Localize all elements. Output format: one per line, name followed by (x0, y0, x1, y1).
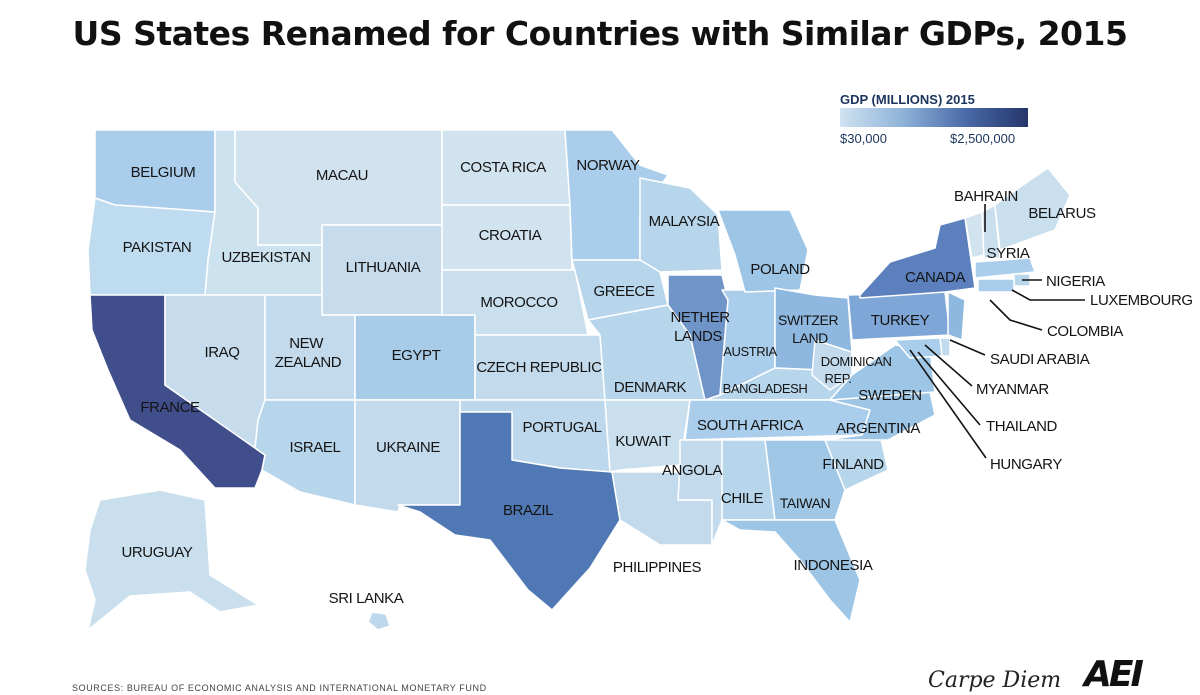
label-oh: SWITZER LAND (778, 312, 842, 346)
label-hi: SRI LANKA (329, 590, 404, 607)
leader-line-ma (909, 349, 987, 459)
label-mt: MACAU (316, 167, 368, 184)
label-nh: SYRIA (986, 245, 1029, 262)
label-mn: NORWAY (576, 157, 640, 174)
label-or: PAKISTAN (123, 239, 192, 256)
label-wi: MALAYSIA (649, 213, 720, 230)
label-ri: NIGERIA (1046, 273, 1105, 290)
leader-line-md (924, 344, 973, 387)
state-ma (974, 257, 1036, 279)
map-title: US States Renamed for Countries with Sim… (72, 14, 1128, 53)
label-oh-line1: SWITZER (778, 312, 838, 328)
legend-max-label: $2,500,000 (950, 131, 1016, 146)
label-md: MYANMAR (976, 381, 1049, 398)
label-mo: DENMARK (614, 379, 687, 396)
state-hi (367, 611, 391, 631)
state-wv (811, 339, 853, 391)
leader-line-ct (1011, 289, 1085, 301)
label-il-line2: LANDS (674, 328, 722, 345)
state-nh (981, 204, 1001, 259)
state-nj (947, 291, 966, 341)
state-ia (571, 259, 669, 321)
label-la: ANGOLA (662, 462, 723, 479)
label-ut-line2: ZEALAND (275, 354, 342, 371)
state-nm (354, 399, 461, 513)
label-nv: IRAQ (204, 344, 239, 361)
state-tx (397, 411, 621, 611)
label-vt: BAHRAIN (954, 188, 1018, 205)
state-ny (859, 217, 976, 299)
label-tn: SOUTH AFRICA (697, 417, 803, 434)
label-il: NETHER LANDS (670, 309, 733, 345)
state-me (994, 167, 1071, 251)
label-nc: ARGENTINA (836, 420, 920, 437)
label-ut-line1: NEW (289, 335, 324, 352)
source-note: SOURCES: BUREAU OF ECONOMIC ANALYSIS AND… (72, 683, 487, 693)
label-sd: CROATIA (479, 227, 542, 244)
label-dc: THAILAND (986, 418, 1058, 435)
label-ks: CZECH REPUBLIC (476, 359, 602, 376)
label-nj: COLOMBIA (1047, 323, 1123, 340)
label-co: EGYPT (392, 347, 441, 364)
label-ky: BANGLADESH (723, 381, 808, 396)
leader-line-nj (989, 299, 1043, 331)
label-az: ISRAEL (290, 439, 341, 456)
label-ok: PORTUGAL (522, 419, 601, 436)
label-pa: TURKEY (871, 312, 930, 329)
label-ia: GREECE (594, 283, 655, 300)
legend-color-bar (840, 108, 1028, 127)
label-nm: UKRAINE (376, 439, 440, 456)
label-al: CHILE (721, 490, 764, 507)
legend-min-label: $30,000 (840, 131, 887, 146)
state-wi (639, 177, 723, 273)
label-id: UZBEKISTAN (221, 249, 310, 266)
state-ar (604, 399, 691, 473)
label-ga: TAIWAN (780, 495, 830, 511)
label-va: SWEDEN (858, 387, 921, 404)
label-ms: PHILIPPINES (613, 559, 702, 576)
state-va (829, 344, 936, 401)
state-fl (721, 519, 861, 623)
label-de: SAUDI ARABIA (990, 351, 1090, 368)
state-ga (764, 439, 846, 521)
label-ar: KUWAIT (615, 433, 671, 450)
state-md (894, 337, 943, 359)
label-nd: COSTA RICA (460, 159, 546, 176)
label-in: AUSTRIA (723, 344, 777, 359)
carpe-diem-logo: Carpe Diem (928, 668, 1062, 693)
label-sc: FINLAND (822, 456, 884, 473)
leader-line-de (949, 339, 986, 356)
label-ak: URUGUAY (121, 544, 192, 561)
label-ut: NEW ZEALAND (275, 335, 342, 371)
label-ne: MOROCCO (480, 294, 557, 311)
label-fl: INDONESIA (794, 557, 873, 574)
label-ny: CANADA (905, 269, 966, 286)
state-mi (717, 209, 809, 293)
leader-line-dc (917, 351, 981, 426)
label-oh-line2: LAND (792, 330, 828, 346)
label-tx: BRAZIL (503, 502, 553, 519)
label-wv: DOMINICAN REP. (821, 353, 896, 386)
legend-title: GDP (MILLIONS) 2015 (840, 92, 975, 107)
state-nc (824, 391, 936, 441)
state-ak (84, 489, 259, 631)
state-ct (977, 278, 1015, 293)
label-wy: LITHUANIA (346, 259, 421, 276)
label-mi: POLAND (750, 261, 810, 278)
label-me: BELARUS (1028, 205, 1096, 222)
label-ca: FRANCE (140, 399, 200, 416)
label-ma: HUNGARY (990, 456, 1062, 473)
aei-logo: AEI (1084, 654, 1144, 695)
label-wv-line2: REP. (824, 371, 851, 386)
label-wv-line1: DOMINICAN (821, 354, 892, 369)
label-wa: BELGIUM (131, 164, 196, 181)
label-ct: LUXEMBOURG (1090, 292, 1193, 309)
label-il-line1: NETHER (670, 309, 730, 326)
